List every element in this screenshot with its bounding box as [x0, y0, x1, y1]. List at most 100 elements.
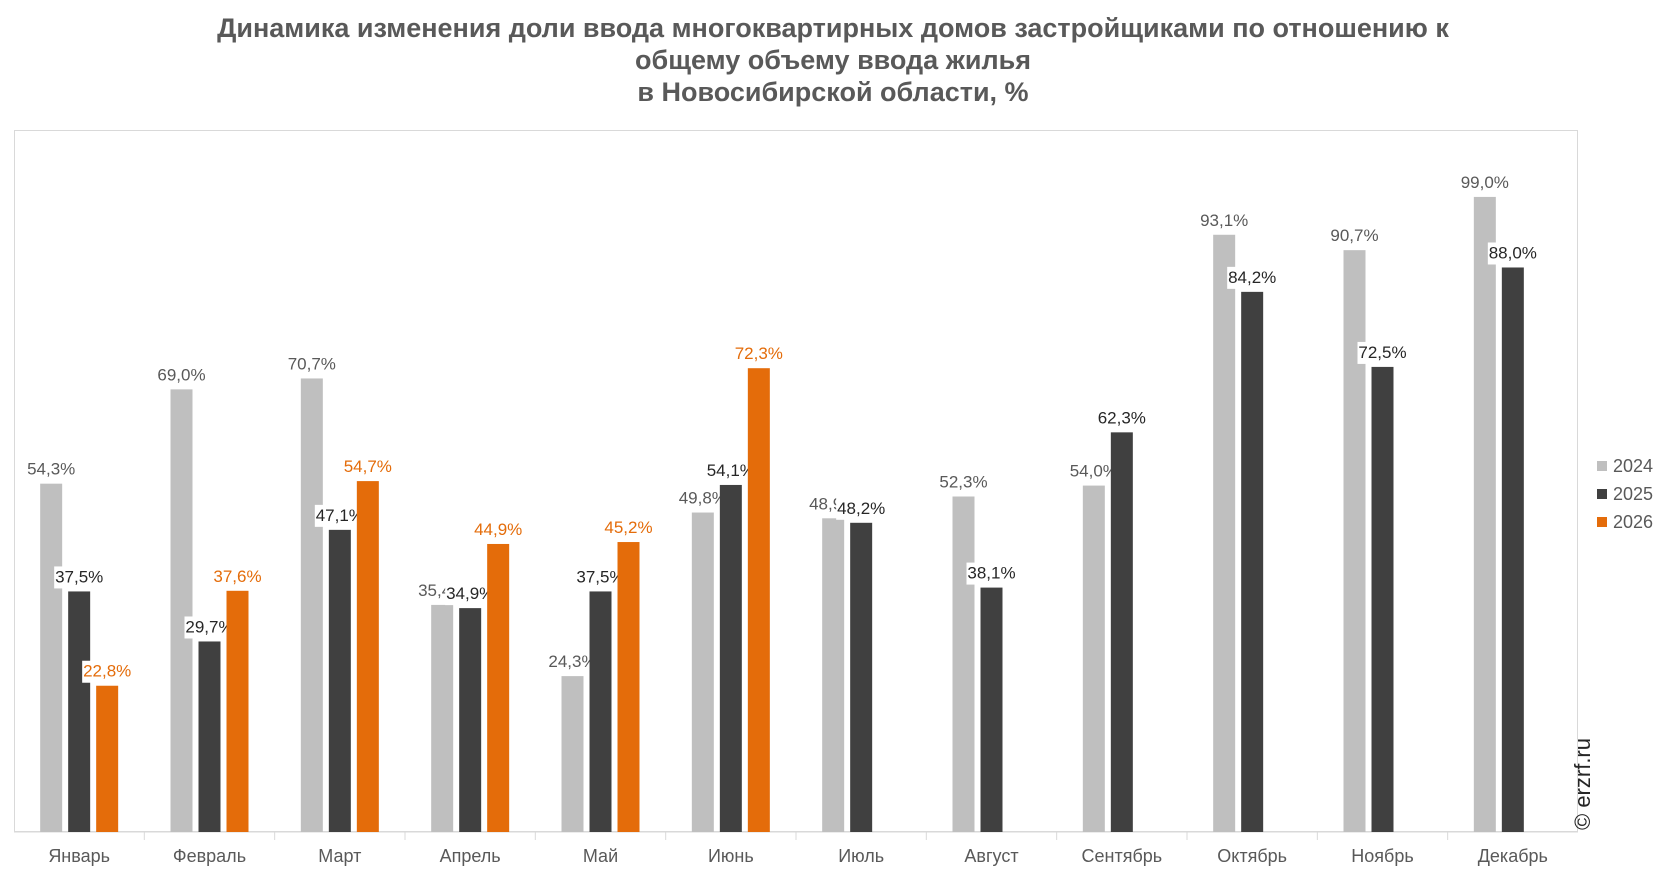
- bar-2025: [1371, 366, 1394, 832]
- x-tick-label: Август: [964, 846, 1018, 866]
- bar-2024: [1473, 196, 1496, 833]
- chart-title-line-1: Динамика изменения доли ввода многокварт…: [217, 13, 1449, 43]
- data-label-background: [575, 566, 626, 589]
- data-label-background: [286, 353, 337, 376]
- data-label-background: [212, 565, 263, 588]
- data-label-background: [1487, 242, 1538, 265]
- data-label-2024: 52,3%: [939, 472, 987, 491]
- data-label-background: [26, 458, 77, 481]
- data-label-2026: 72,3%: [735, 344, 783, 363]
- bar-2024: [822, 518, 845, 832]
- data-label-background: [938, 471, 989, 494]
- data-label-2025: 37,5%: [576, 567, 624, 586]
- legend-label-2026: 2026: [1613, 511, 1654, 532]
- bar-2024: [170, 389, 193, 832]
- data-label-background: [156, 364, 207, 387]
- bar-2026: [487, 543, 510, 832]
- data-label-2025: 48,2%: [837, 499, 885, 518]
- x-tick-label: Январь: [48, 846, 110, 866]
- data-label-background: [733, 343, 784, 366]
- data-label-background: [603, 517, 654, 540]
- data-label-2024: 49,8%: [679, 489, 727, 508]
- data-label-background: [1199, 209, 1250, 232]
- data-label-background: [445, 583, 496, 606]
- legend-swatch-2026: [1597, 517, 1607, 527]
- data-label-2024: 99,0%: [1461, 173, 1509, 192]
- data-label-background: [836, 497, 887, 520]
- x-tick-label: Ноябрь: [1351, 846, 1413, 866]
- bar-2024: [1082, 485, 1105, 832]
- data-label-2024: 90,7%: [1330, 226, 1378, 245]
- x-tick-label: Февраль: [173, 846, 246, 866]
- x-tick-label: Декабрь: [1478, 846, 1548, 866]
- data-label-background: [1096, 407, 1147, 430]
- bar-2026: [617, 542, 640, 832]
- data-label-2024: 54,0%: [1070, 462, 1118, 481]
- bar-2025: [1110, 432, 1133, 832]
- data-label-2025: 47,1%: [316, 506, 364, 525]
- bar-2026: [226, 590, 249, 832]
- data-label-background: [184, 616, 235, 639]
- legend-item-2024: 2024: [1597, 452, 1653, 480]
- bar-2025: [1241, 291, 1264, 832]
- x-tick-label: Июль: [838, 846, 884, 866]
- bar-2024: [1213, 234, 1236, 833]
- data-label-2025: 62,3%: [1098, 408, 1146, 427]
- legend-label-2025: 2025: [1613, 483, 1654, 504]
- x-tick-label: Май: [583, 846, 618, 866]
- data-label-2025: 88,0%: [1489, 243, 1537, 262]
- data-label-background: [547, 651, 598, 674]
- data-label-background: [1227, 266, 1278, 289]
- data-label-background: [1357, 341, 1408, 364]
- data-label-background: [705, 459, 756, 482]
- bar-2025: [980, 587, 1003, 832]
- data-label-2025: 84,2%: [1228, 268, 1276, 287]
- bar-2025: [719, 484, 742, 832]
- bar-2025: [589, 591, 612, 832]
- legend: 2024 2025 2026: [1597, 452, 1653, 536]
- bar-2024: [300, 378, 323, 832]
- bar-2024: [561, 676, 584, 832]
- chart-title-line-2: общему объему ввода жилья: [635, 45, 1031, 75]
- bar-2026: [747, 368, 770, 832]
- bar-2025: [459, 608, 482, 832]
- data-label-2025: 37,5%: [55, 567, 103, 586]
- x-tick-label: Октябрь: [1217, 846, 1287, 866]
- data-label-2026: 45,2%: [604, 518, 652, 537]
- bar-2024: [952, 496, 975, 832]
- data-label-background: [82, 660, 133, 683]
- bar-2024: [40, 483, 63, 832]
- data-label-2026: 37,6%: [213, 567, 261, 586]
- data-label-background: [342, 456, 393, 479]
- bar-2024: [1343, 250, 1366, 833]
- data-label-background: [473, 518, 524, 541]
- x-tick-label: Апрель: [440, 846, 501, 866]
- legend-item-2026: 2026: [1597, 508, 1653, 536]
- data-label-2026: 22,8%: [83, 662, 131, 681]
- data-label-background: [1068, 460, 1119, 483]
- bar-2025: [328, 529, 351, 832]
- legend-label-2024: 2024: [1613, 455, 1654, 476]
- bar-2026: [96, 685, 119, 832]
- data-label-2024: 24,3%: [548, 652, 596, 671]
- data-label-background: [1329, 225, 1380, 248]
- chart-title-line-3: в Новосибирской области, %: [637, 77, 1029, 107]
- bar-2025: [68, 591, 91, 832]
- data-label-2025: 72,5%: [1358, 343, 1406, 362]
- bar-2026: [356, 481, 379, 832]
- data-label-2025: 29,7%: [185, 617, 233, 636]
- bar-2024: [431, 604, 454, 832]
- legend-swatch-2024: [1597, 461, 1607, 471]
- data-label-2026: 54,7%: [344, 457, 392, 476]
- bar-2025: [198, 641, 221, 832]
- x-tick-label: Сентябрь: [1082, 846, 1163, 866]
- bar-2024: [691, 512, 714, 832]
- data-label-background: [1459, 171, 1510, 194]
- watermark: © erzrf.ru: [1570, 738, 1595, 830]
- bar-2025: [850, 522, 873, 832]
- data-label-background: [677, 487, 728, 510]
- data-label-2024: 69,0%: [157, 365, 205, 384]
- x-tick-label: Июнь: [708, 846, 754, 866]
- data-label-background: [314, 504, 365, 527]
